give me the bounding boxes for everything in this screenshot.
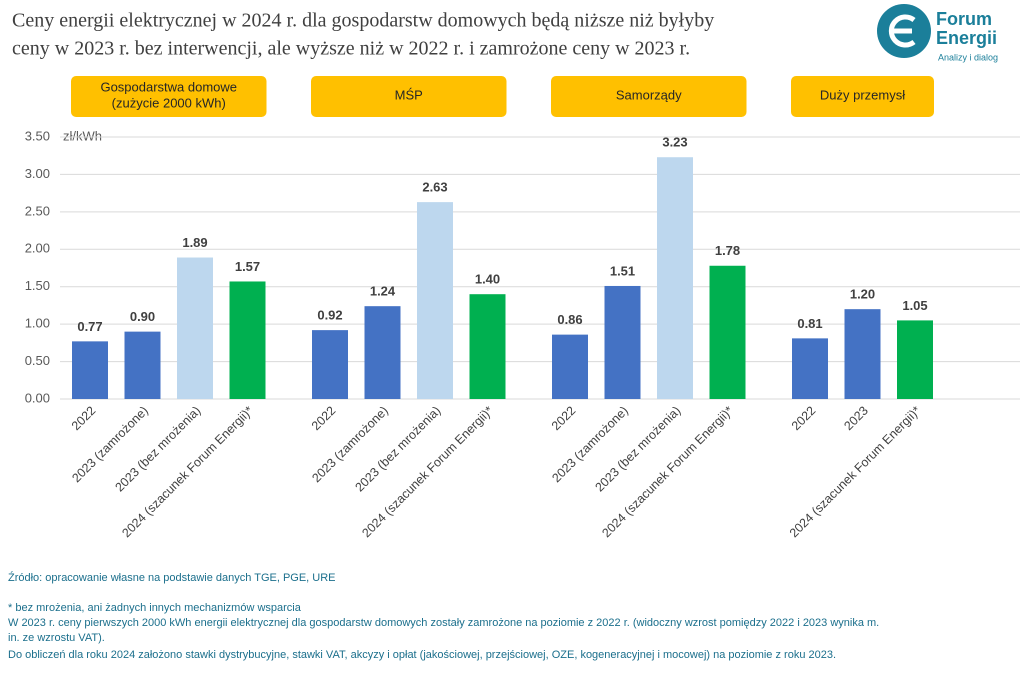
y-tick-label: 2.50	[25, 203, 50, 218]
value-label: 0.92	[317, 308, 342, 323]
y-tick-label: 3.50	[25, 128, 50, 143]
bar	[844, 309, 881, 399]
source: Źródło: opracowanie własne na podstawie …	[8, 571, 336, 584]
value-label: 0.81	[797, 316, 822, 331]
bar	[417, 202, 453, 399]
logo-text: Energii	[936, 28, 997, 48]
bar	[657, 157, 693, 399]
note: * bez mrożenia, ani żadnych innych mecha…	[8, 602, 302, 614]
note: W 2023 r. ceny pierwszych 2000 kWh energ…	[8, 617, 879, 629]
y-tick-label: 0.00	[25, 390, 50, 405]
bar	[364, 306, 401, 399]
value-label: 1.57	[235, 259, 260, 274]
chart-title: ceny w 2023 r. bez interwencji, ale wyżs…	[12, 38, 690, 60]
logo-text: Forum	[936, 9, 992, 29]
bar	[469, 294, 506, 399]
group-header: Gospodarstwa domowe	[100, 79, 237, 94]
note: Do obliczeń dla roku 2024 założono stawk…	[8, 649, 836, 661]
bar	[177, 257, 213, 399]
bar	[124, 331, 161, 399]
y-tick-label: 1.00	[25, 316, 50, 331]
y-tick-label: 0.50	[25, 353, 50, 368]
value-label: 1.05	[902, 298, 927, 313]
value-label: 0.86	[557, 312, 582, 327]
logo-tagline: Analizy i dialog	[938, 52, 998, 62]
group-header: (zużycie 2000 kWh)	[112, 95, 226, 110]
value-label: 1.20	[850, 287, 875, 302]
bar	[72, 341, 108, 399]
bar	[709, 265, 746, 399]
value-label: 3.23	[662, 135, 687, 150]
note: in. ze wzrostu VAT).	[8, 632, 105, 644]
value-label: 1.24	[370, 284, 396, 299]
logo: Forum Energii Analizy i dialog	[877, 4, 998, 62]
bar	[897, 320, 933, 399]
bar	[552, 334, 588, 399]
bar	[312, 330, 348, 399]
logo-icon	[888, 14, 916, 48]
group-header-box	[71, 76, 267, 117]
y-axis-label: zł/kWh	[63, 128, 102, 143]
bar	[229, 281, 266, 399]
value-label: 1.89	[182, 235, 207, 250]
value-label: 1.78	[715, 243, 740, 258]
value-label: 1.40	[475, 272, 500, 287]
value-label: 2.63	[422, 180, 447, 195]
group-header-box	[551, 76, 747, 117]
y-tick-label: 3.00	[25, 166, 50, 181]
value-label: 0.90	[130, 309, 155, 324]
y-tick-label: 1.50	[25, 278, 50, 293]
value-label: 1.51	[610, 263, 635, 278]
chart-title: Ceny energii elektrycznej w 2024 r. dla …	[12, 10, 714, 32]
group-header: Samorządy	[616, 87, 682, 102]
group-header: MŚP	[395, 87, 423, 102]
y-tick-label: 2.00	[25, 241, 50, 256]
value-label: 0.77	[77, 319, 102, 334]
bar	[604, 285, 641, 399]
group-header-box	[791, 76, 934, 117]
bar	[792, 338, 828, 399]
group-header: Duży przemysł	[820, 87, 905, 102]
group-header-box	[311, 76, 507, 117]
